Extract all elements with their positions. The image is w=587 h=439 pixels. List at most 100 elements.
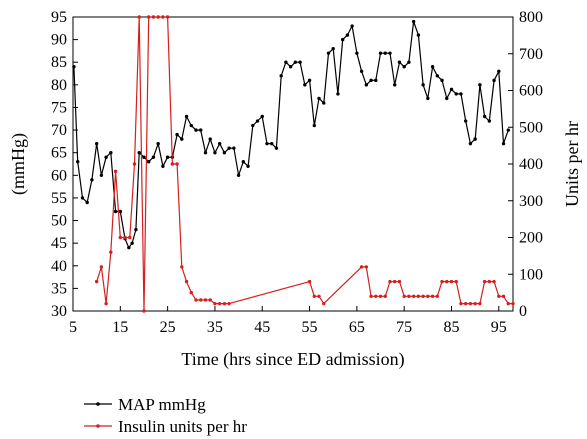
data-point [76,160,80,164]
data-point [482,114,487,119]
data-point [449,87,454,92]
data-point [194,128,198,132]
data-point [378,51,383,55]
data-point [236,173,241,178]
y-left-tick-label: 85 [51,54,67,71]
data-point [350,24,354,28]
data-point [180,265,184,269]
x-tick-label: 95 [491,319,507,336]
data-point [312,123,316,128]
data-point [426,96,430,101]
data-point [473,301,477,306]
data-point [156,15,160,19]
data-point [497,294,501,298]
x-tick-label: 35 [207,319,223,336]
data-point [454,92,458,96]
y-left-tick-label: 30 [51,303,67,320]
data-point [99,173,104,178]
data-point [142,309,146,313]
y-right-tick-label: 300 [519,193,543,210]
data-point [109,250,113,254]
data-point [203,150,208,155]
x-tick-label: 25 [160,319,176,336]
data-point [331,46,335,51]
data-point [487,119,492,123]
data-point [104,301,108,306]
data-point [293,60,298,64]
y-axis-left: 30 35 40 45 50 55 60 65 70 75 80 85 90 95 [51,9,78,320]
y-left-tick-label: 70 [51,122,67,139]
data-point [454,279,458,284]
data-point [445,96,449,101]
data-point [468,301,473,306]
data-point [146,15,151,19]
data-point [463,301,468,306]
x-tick-label: 15 [112,319,128,336]
legend: MAP mmHg Insulin units per hr [84,395,247,436]
data-point [203,298,208,302]
y-left-tick-label: 75 [51,99,67,116]
data-point [184,114,189,119]
data-point [421,294,425,298]
series-layer [72,15,515,313]
data-point [497,69,501,73]
y-right-tick-label: 500 [519,119,543,136]
series-line [96,16,513,312]
data-point [189,290,193,295]
data-point [94,141,99,146]
data-point [416,33,421,37]
y-left-tick-label: 35 [51,280,67,297]
data-point [213,301,217,306]
data-point [189,123,193,128]
data-point [118,235,123,240]
data-point [222,301,227,306]
data-point [383,294,387,298]
data-point [288,65,293,69]
data-point [459,92,463,96]
x-tick-label: 85 [443,319,459,336]
data-point [161,15,165,19]
data-point [180,137,184,141]
data-point [227,301,231,306]
data-point [270,141,274,146]
series-1 [94,15,515,313]
legend-marker-map [96,402,100,406]
data-point [501,141,506,146]
data-point [407,60,411,64]
data-point [506,301,510,306]
y-right-tick-label: 600 [519,83,543,100]
data-point [199,128,203,132]
data-point [492,279,496,284]
data-point [303,83,307,87]
data-point [402,294,406,298]
data-point [99,265,104,269]
data-point [241,160,246,164]
data-point [175,162,179,166]
data-point [279,74,283,78]
data-point [411,19,416,24]
data-point [132,162,137,166]
legend-label-map: MAP mmHg [118,395,206,414]
data-point [246,164,250,168]
data-point [383,51,387,55]
data-point [80,196,85,200]
data-point [127,245,131,250]
series-line [73,20,509,249]
data-point [194,298,198,302]
data-point [170,162,175,166]
data-point [359,69,364,73]
data-point [449,279,454,284]
data-point [359,265,364,269]
data-point [411,294,416,298]
data-point [317,294,321,298]
data-point [109,150,113,155]
data-point [378,294,383,298]
x-axis: 5 15 25 35 45 55 65 75 85 95 [69,306,507,336]
y-axis-right-label: Units per hr [562,121,582,207]
data-point [511,301,515,306]
data-point [336,92,340,96]
data-point [388,51,392,55]
y-left-tick-label: 90 [51,32,67,49]
data-point [90,178,94,182]
x-tick-label: 65 [349,319,365,336]
